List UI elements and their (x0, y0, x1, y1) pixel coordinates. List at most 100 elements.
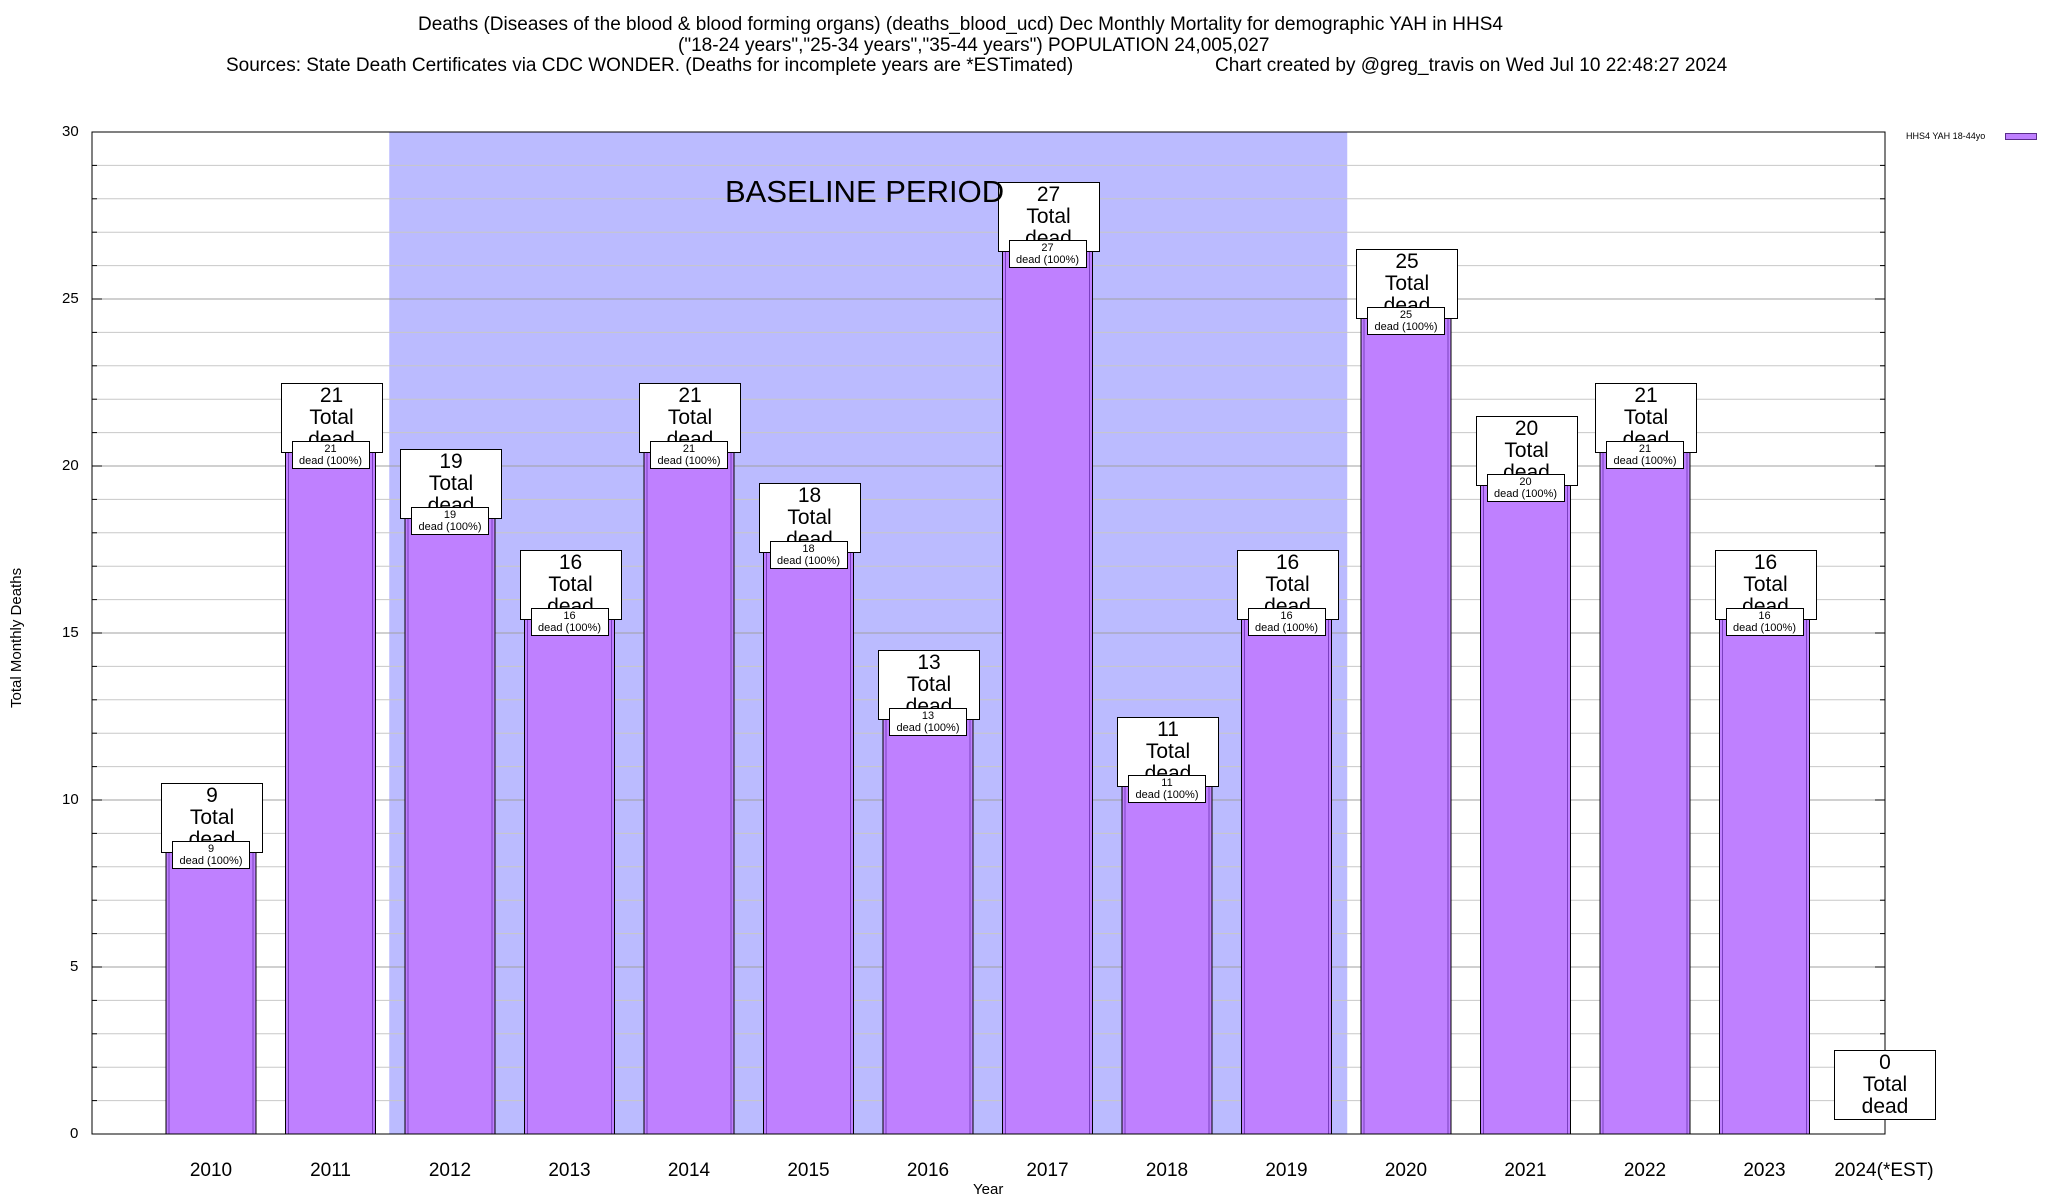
x-tick-label: 2020 (1384, 1160, 1428, 1181)
title-line-3-sources: Sources: State Death Certificates via CD… (226, 55, 1074, 76)
bar (1360, 298, 1452, 1135)
bar-inner-label: 18 dead (100%) (769, 540, 848, 569)
bar (1599, 432, 1691, 1135)
bar-total-value: 13 (917, 650, 941, 674)
bar-inner-value: 25 (1399, 309, 1413, 321)
bar-inner-value: 13 (921, 709, 935, 722)
x-tick-label: 2019 (1265, 1160, 1308, 1181)
bar-total-value: 11 (1157, 717, 1179, 741)
bar-total-value: 21 (319, 383, 344, 407)
plot-frame (91, 131, 1886, 1135)
bar (404, 498, 496, 1135)
bar (1480, 465, 1571, 1135)
bar-inner-label: 21 dead (100%) (291, 440, 370, 469)
bar-inner-label: 20 dead (100%) (1486, 474, 1565, 502)
bar-inner-value: 21 (682, 442, 696, 455)
bar-total-label: 0 Total dead (1834, 1050, 1936, 1120)
x-tick-label: 2023 (1743, 1160, 1786, 1181)
bar-total-value: 16 (1275, 550, 1300, 574)
bar-total-value: 16 (558, 550, 583, 574)
bar-inner-text: dead (100%) (1374, 321, 1438, 333)
bar-inner-text: dead (100%) (418, 521, 482, 534)
y-tick-label: 30 (62, 123, 79, 140)
x-tick-label: 2015 (787, 1160, 830, 1181)
x-tick-label: 2018 (1145, 1160, 1189, 1181)
x-tick-label: 2012 (428, 1160, 472, 1181)
title-line-1: Deaths (Diseases of the blood & blood fo… (418, 14, 1503, 35)
bar-inner-value: 16 (1280, 609, 1293, 622)
x-tick-label: 2024(*EST) (1834, 1160, 1934, 1181)
x-tick-label: 2022 (1623, 1160, 1667, 1181)
bar-inner-value: 16 (1758, 609, 1771, 622)
bar-inner-text: dead (100%) (1733, 621, 1796, 634)
title-line-3-credit: Chart created by @greg_travis on Wed Jul… (1215, 55, 1728, 76)
bar-inner-text: dead (100%) (179, 855, 243, 868)
y-tick-label: 0 (70, 1125, 79, 1142)
bar-inner-value: 18 (802, 542, 815, 555)
y-axis-label: Total Monthly Deaths (8, 567, 25, 708)
x-tick-label: 2021 (1504, 1160, 1547, 1181)
bar-inner-label: 19 dead (100%) (411, 507, 489, 536)
bar (643, 432, 735, 1135)
y-tick-label: 10 (62, 791, 79, 808)
bar (1241, 599, 1332, 1135)
x-tick-label: 2010 (189, 1160, 233, 1181)
x-tick-label: 2016 (906, 1160, 950, 1181)
bar (285, 432, 376, 1135)
x-tick-label: 2011 (310, 1160, 351, 1181)
bar-inner-label: 16 dead (100%) (530, 607, 609, 636)
bar-inner-label: 9 dead (100%) (172, 841, 250, 870)
bar (1002, 231, 1093, 1135)
bar-inner-value: 21 (324, 442, 337, 455)
bar-inner-label: 11 dead (100%) (1128, 774, 1206, 803)
baseline-period-label: BASELINE PERIOD (725, 174, 1005, 209)
bar-total-value: 21 (678, 383, 702, 407)
x-axis-label: Year (973, 1181, 1004, 1198)
bar-inner-value: 11 (1161, 776, 1173, 789)
bar-inner-text: dead (100%) (1016, 254, 1079, 267)
bar-inner-text: dead (100%) (538, 621, 601, 634)
x-tick-label: 2013 (548, 1160, 591, 1181)
bar-total-value: 16 (1753, 550, 1778, 574)
bar-inner-label: 21 dead (100%) (1606, 440, 1684, 469)
bar-inner-text: dead (100%) (299, 454, 362, 467)
bar-total-value: 25 (1395, 250, 1419, 273)
legend-entry: HHS4 YAH 18-44yo (1906, 131, 1986, 141)
y-tick-label: 25 (62, 290, 79, 307)
bar (1719, 599, 1810, 1135)
bar (763, 532, 854, 1135)
legend-swatch (2005, 133, 2037, 140)
bar-inner-text: dead (100%) (1255, 621, 1318, 634)
bar-total-value: 21 (1634, 383, 1658, 407)
bar-inner-label: 13 dead (100%) (889, 707, 967, 736)
bar-inner-label: 27 dead (100%) (1008, 240, 1087, 269)
bar-total-text: Total dead (1861, 1073, 1909, 1118)
bar-inner-text: dead (100%) (1613, 454, 1677, 467)
bar-inner-value: 21 (1638, 442, 1652, 455)
bar-inner-value: 9 (207, 843, 215, 856)
bar (1121, 766, 1213, 1135)
bar (165, 832, 257, 1135)
bar-total-value: 18 (797, 483, 822, 507)
x-tick-label: 2014 (667, 1160, 711, 1181)
bar-inner-label: 25 dead (100%) (1367, 307, 1445, 335)
bar-inner-text: dead (100%) (657, 454, 721, 467)
bar-inner-value: 19 (443, 509, 457, 522)
y-tick-label: 5 (70, 958, 79, 975)
bar-inner-value: 16 (563, 609, 576, 622)
bar-inner-value: 20 (1519, 476, 1532, 488)
bar (882, 699, 974, 1135)
bar-total-value: 9 (206, 784, 218, 808)
bar-total-value: 19 (439, 450, 463, 474)
bar-total-value: 0 (1879, 1051, 1891, 1074)
bar-inner-label: 16 dead (100%) (1247, 607, 1326, 636)
bar-inner-label: 16 dead (100%) (1725, 607, 1804, 636)
bar-total-value: 20 (1514, 417, 1539, 440)
bar (524, 599, 615, 1135)
title-line-2: ("18-24 years","25-34 years","35-44 year… (678, 35, 1270, 56)
bar-total-value: 27 (1036, 183, 1061, 207)
bar-inner-text: dead (100%) (1135, 788, 1199, 801)
bar-inner-label: 21 dead (100%) (650, 440, 728, 469)
bar-inner-text: dead (100%) (1494, 488, 1557, 500)
